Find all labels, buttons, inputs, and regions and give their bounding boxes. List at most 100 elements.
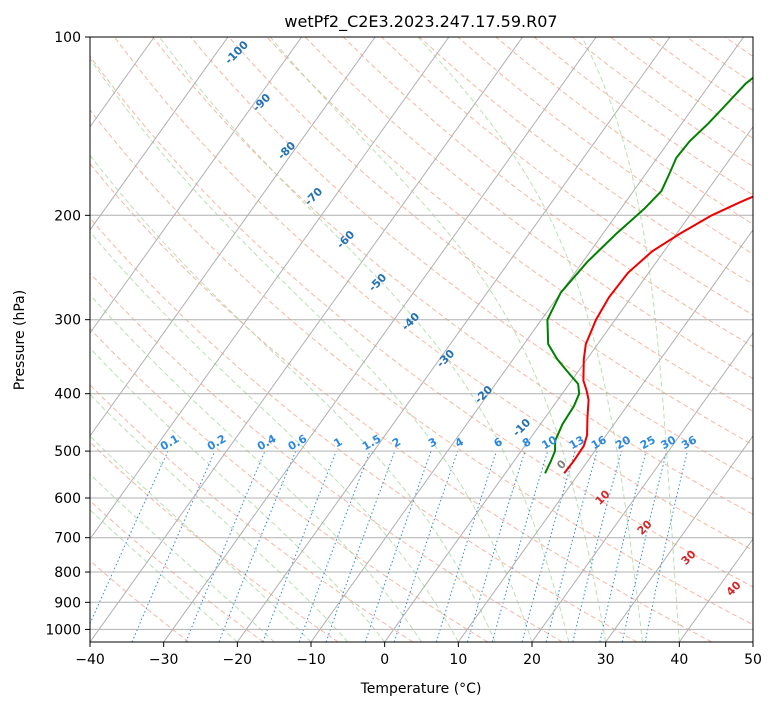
- plot-frame: [89, 36, 754, 643]
- moist-adiabat: [90, 509, 238, 642]
- mixing-ratio-line: [364, 450, 432, 642]
- series-layer: [544, 76, 753, 474]
- mixing-ratio-label: 4: [453, 435, 466, 450]
- isotherm: [752, 641, 753, 642]
- x-tick-label: 20: [523, 652, 541, 668]
- x-tick-label: 40: [670, 652, 688, 668]
- dry-adiabat-label: 10: [593, 487, 613, 507]
- mixing-ratio-label: 6: [492, 435, 505, 450]
- isotherm: [163, 37, 597, 642]
- dry-adiabat: [686, 37, 753, 84]
- mixing-ratio-label: 1.5: [360, 432, 383, 453]
- mixing-ratio-label: 0.6: [286, 432, 310, 453]
- isotherm: [310, 37, 745, 642]
- dry-adiabat: [724, 37, 753, 58]
- mixing-ratio-label: 36: [679, 433, 699, 452]
- mixing-ratio-line: [572, 450, 622, 642]
- y-axis-label: Pressure (hPa): [12, 290, 28, 390]
- moist-adiabat: [90, 294, 422, 642]
- y-tick-label: 500: [54, 444, 81, 460]
- x-tick-label: 30: [597, 652, 615, 668]
- dry-adiabat-label: 20: [635, 517, 655, 537]
- isotherm-label: -40: [399, 310, 422, 333]
- mixing-ratio-label: 1: [331, 435, 344, 450]
- dry-adiabat-label: 30: [679, 547, 699, 567]
- y-tick-label: 900: [54, 595, 81, 611]
- dry-adiabat: [648, 37, 753, 112]
- mixing-ratio-label: 30: [658, 433, 678, 452]
- isotherm: [678, 538, 753, 642]
- mixing-ratio-label: 13: [567, 433, 587, 452]
- chart-title: wetPf2_C2E3.2023.247.17.59.R07: [284, 12, 557, 32]
- x-tick-label: 0: [380, 652, 389, 668]
- isotherm-label: -70: [302, 185, 325, 208]
- dry-adiabat: [457, 37, 753, 255]
- temperature-line: [563, 195, 753, 474]
- isotherm: [90, 37, 450, 540]
- dry-adiabat: [90, 559, 190, 642]
- isotherm-label: -20: [472, 383, 495, 406]
- isotherm: [236, 37, 671, 642]
- dewpoint-line: [544, 76, 753, 474]
- moist-adiabat: [90, 393, 349, 642]
- dry-adiabat: [763, 37, 775, 642]
- mixing-ratio-line: [393, 450, 459, 642]
- moist-adiabat: [90, 231, 459, 642]
- mixing-ratio-line: [325, 450, 396, 642]
- mixing-ratio-line: [521, 450, 576, 642]
- x-tick-label: 50: [744, 652, 762, 668]
- dry-adiabat: [533, 37, 753, 196]
- dry-adiabat: [90, 272, 563, 642]
- isotherm-label: -60: [334, 228, 357, 251]
- mixing-ratio-line: [644, 450, 688, 642]
- isotherm: [90, 37, 303, 334]
- isotherm: [90, 37, 524, 642]
- isotherm: [605, 435, 753, 642]
- x-tick-label: −10: [296, 652, 326, 668]
- dry-adiabat: [228, 37, 753, 446]
- mixing-ratio-line: [90, 450, 169, 625]
- mixing-ratio-line: [298, 450, 371, 642]
- y-tick-label: 400: [54, 387, 81, 403]
- moist-adiabat: [417, 37, 643, 642]
- moist-adiabat: [90, 347, 386, 642]
- x-axis: −40 −30 −20 −10 0 10 20 30 40 50: [75, 642, 762, 668]
- dry-adiabat: [90, 55, 753, 588]
- isotherm: [90, 37, 376, 437]
- dry-adiabat: [90, 441, 339, 642]
- mixing-ratio-line: [435, 450, 497, 642]
- mixing-ratio-line: [599, 450, 647, 642]
- dry-adiabat: [90, 327, 488, 642]
- x-tick-label: 10: [449, 652, 467, 668]
- moist-adiabat: [581, 37, 680, 642]
- mixing-ratio-label: 2: [390, 435, 403, 450]
- isotherm-label: -50: [366, 271, 389, 294]
- x-tick-label: −20: [223, 652, 253, 668]
- mixing-ratio-line: [218, 450, 297, 642]
- inline-labels: -100-90-80-70-60-50-40-30-20-100.1 0.2 0.4…: [158, 38, 744, 599]
- y-tick-label: 300: [54, 313, 81, 329]
- isotherm-label: -90: [250, 91, 273, 114]
- mixing-ratio-line: [262, 450, 337, 642]
- grid: [90, 37, 753, 642]
- mixing-ratio-line: [131, 450, 216, 642]
- moist-adiabat: [90, 57, 533, 642]
- y-axis: 1000 900 800 700 600 500 400 300 200 100: [45, 30, 90, 638]
- isotherm-label: -10: [510, 416, 533, 439]
- y-tick-label: 800: [54, 565, 81, 581]
- isotherm: [531, 332, 753, 642]
- dry-adiabat: [90, 217, 638, 642]
- x-axis-label: Temperature (°C): [360, 681, 482, 697]
- mixing-ratio-line: [621, 450, 668, 642]
- x-tick-label: −30: [149, 652, 179, 668]
- dry-adiabat: [90, 384, 414, 642]
- y-tick-label: 700: [54, 531, 81, 547]
- isotherm-label: -80: [275, 139, 298, 162]
- isotherm: [90, 37, 229, 231]
- dry-adiabat: [342, 37, 753, 348]
- moist-adiabat: [269, 37, 607, 642]
- y-tick-label: 200: [54, 208, 81, 224]
- y-tick-label: 600: [54, 491, 81, 507]
- dry-adiabat-label: 40: [724, 578, 744, 598]
- mixing-ratio-label: 3: [426, 435, 439, 450]
